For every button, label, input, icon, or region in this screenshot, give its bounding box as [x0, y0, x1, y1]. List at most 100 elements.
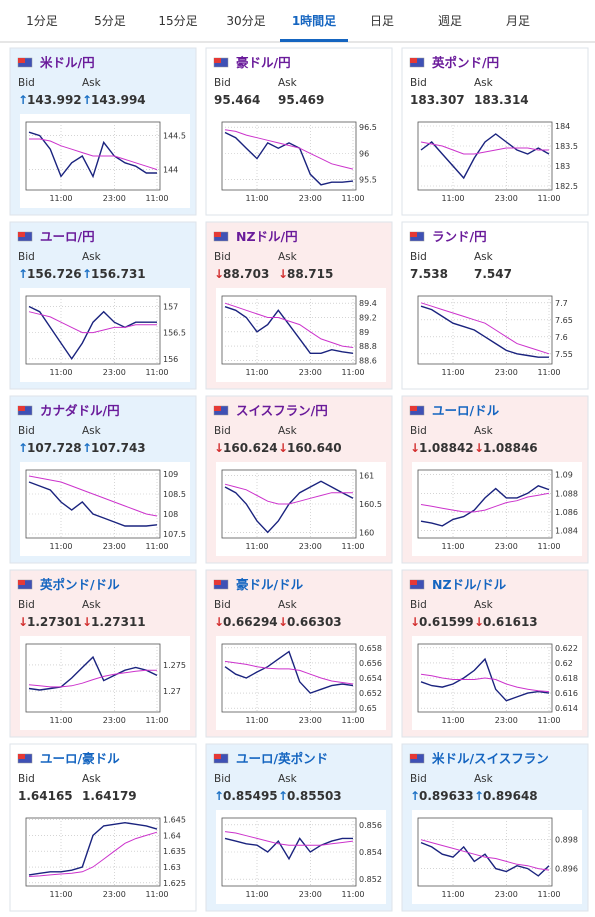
x-tick-label: 11:00 [245, 716, 268, 725]
plot-frame [417, 469, 553, 539]
ask-label: Ask [474, 425, 494, 437]
pair-name: ランド/円 [432, 229, 487, 244]
x-tick-label: 11:00 [341, 890, 364, 899]
y-tick-label: 1.275 [163, 661, 186, 670]
x-tick-label: 11:00 [537, 542, 560, 551]
flag-icon-part [410, 406, 417, 411]
tab[interactable]: 1時間足 [292, 13, 336, 28]
y-tick-label: 160 [359, 528, 374, 537]
y-tick-label: 89.2 [359, 313, 377, 322]
plot-frame [221, 121, 357, 191]
chart-bg [216, 810, 386, 904]
ask-label: Ask [278, 77, 298, 89]
plot-frame [417, 295, 553, 365]
flag-icon-part [410, 232, 417, 237]
ask-arrow: ↓ [474, 615, 484, 629]
chart-bg [412, 288, 582, 382]
y-tick-label: 107.5 [163, 530, 186, 539]
y-tick-label: 183.5 [555, 142, 578, 151]
y-tick-label: 0.618 [555, 674, 578, 683]
tab[interactable]: 5分足 [94, 14, 126, 28]
y-tick-label: 0.658 [359, 644, 382, 653]
y-tick-label: 89 [359, 328, 369, 337]
ask-arrow: ↑ [474, 789, 484, 803]
price-line [28, 669, 157, 688]
y-tick-label: 156 [163, 355, 178, 364]
bid-arrow: ↑ [410, 789, 420, 803]
x-tick-label: 11:00 [145, 716, 168, 725]
price-line [28, 475, 158, 517]
tab[interactable]: 週足 [438, 14, 462, 28]
bid-value: 0.61599 [419, 615, 474, 629]
price-line [224, 129, 354, 170]
x-tick-label: 23:00 [495, 194, 518, 203]
price-line [420, 841, 550, 877]
bid-arrow: ↓ [18, 615, 28, 629]
bid-value: 160.624 [223, 441, 278, 455]
ask-arrow: ↓ [474, 441, 484, 455]
x-tick-label: 11:00 [49, 890, 72, 899]
ask-value: 183.314 [474, 93, 529, 107]
tab[interactable]: 日足 [370, 14, 394, 28]
ask-value: 1.27311 [91, 615, 146, 629]
ask-value: 107.743 [91, 441, 146, 455]
y-tick-label: 109 [163, 470, 178, 479]
pair-name: カナダドル/円 [40, 403, 120, 418]
x-tick-label: 11:00 [341, 368, 364, 377]
bid-arrow: ↑ [18, 441, 28, 455]
x-tick-label: 11:00 [245, 542, 268, 551]
bid-value: 143.992 [27, 93, 82, 107]
pair-name: ユーロ/英ポンド [236, 751, 328, 766]
ask-label: Ask [474, 773, 494, 785]
pair-name: NZドル/円 [236, 229, 298, 244]
y-tick-label: 0.614 [555, 704, 578, 713]
tab[interactable]: 30分足 [226, 14, 265, 28]
x-tick-label: 23:00 [299, 890, 322, 899]
x-tick-label: 11:00 [441, 890, 464, 899]
x-tick-label: 11:00 [441, 542, 464, 551]
y-tick-label: 182.5 [555, 182, 578, 191]
y-tick-label: 0.654 [359, 674, 382, 683]
tab[interactable]: 15分足 [158, 14, 197, 28]
y-tick-label: 0.656 [359, 659, 382, 668]
plot-frame [25, 817, 161, 887]
tab[interactable]: 1分足 [26, 14, 58, 28]
ask-value: 160.640 [287, 441, 342, 455]
x-tick-label: 23:00 [299, 368, 322, 377]
plot-frame [221, 295, 357, 365]
tab[interactable]: 月足 [506, 14, 530, 28]
bid-value: 107.728 [27, 441, 82, 455]
ask-label: Ask [474, 77, 494, 89]
x-tick-label: 11:00 [145, 194, 168, 203]
plot-frame [417, 121, 553, 191]
pair-name: 豪ドル/円 [236, 55, 291, 70]
pair-name: ユーロ/豪ドル [40, 751, 120, 766]
rate-panel[interactable]: ユーロ/豪ドル Bid Ask 1.64165 1.64179 1.645 1.64 1.63… [9, 743, 197, 912]
active-tab-underline [280, 39, 348, 42]
y-tick-label: 96.5 [359, 123, 377, 132]
pair-name: 米ドル/スイスフラン [431, 751, 549, 766]
ask-value: 0.66303 [287, 615, 342, 629]
price-line [420, 305, 549, 358]
ask-value: 0.85503 [287, 789, 342, 803]
pair-name: NZドル/ドル [432, 577, 507, 592]
rate-panel[interactable]: ランド/円 Bid Ask 7.538 7.547 7.7 7.65 7.6 7.55 11:00… [401, 221, 589, 390]
bid-label: Bid [18, 251, 35, 263]
price-line [28, 831, 158, 877]
bid-label: Bid [18, 77, 35, 89]
rate-panel[interactable]: 英ポンド/円 Bid Ask 183.307 183.314 184 183.5 183 182… [401, 47, 589, 216]
y-tick-label: 144 [163, 166, 178, 175]
rate-panel[interactable]: 豪ドル/円 Bid Ask 95.464 95.469 96.5 96 95.5 11:00 23… [205, 47, 393, 216]
bid-value: 1.08842 [419, 441, 474, 455]
